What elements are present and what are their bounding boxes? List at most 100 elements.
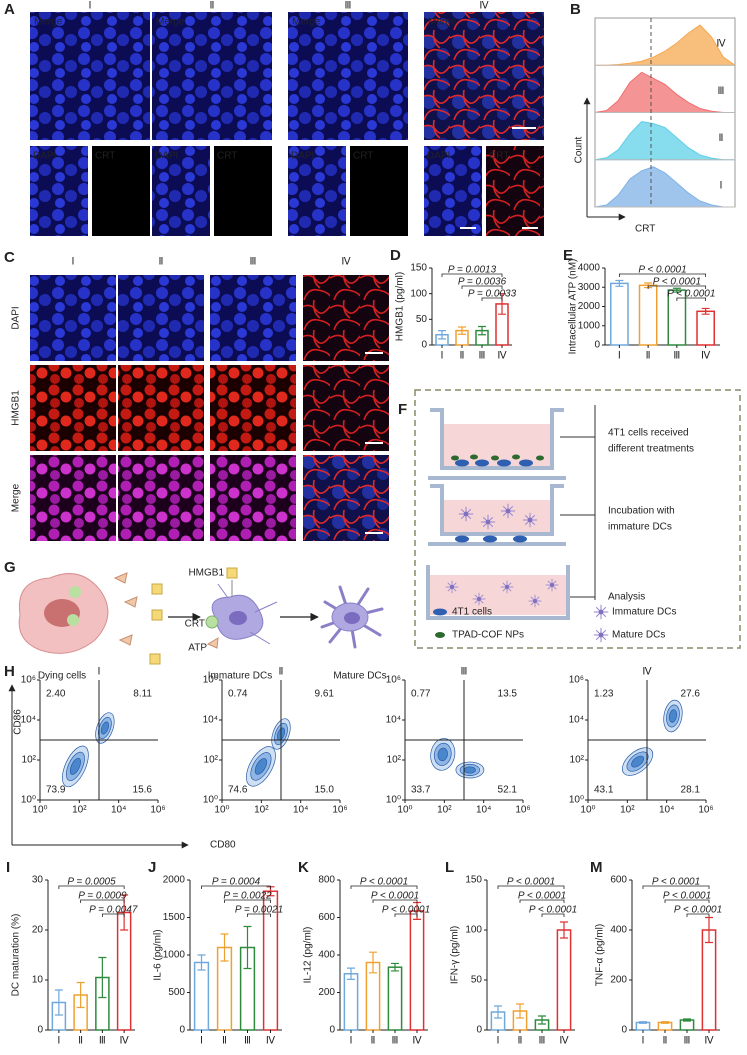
y-tick-label: 0 <box>621 1025 627 1036</box>
micrograph <box>118 455 204 541</box>
x-tick-label: 10⁰ <box>214 805 229 816</box>
y-tick-label: 200 <box>610 975 627 986</box>
row-label: HMGB1 <box>11 390 22 426</box>
error-bar <box>705 916 713 944</box>
significance-bracket <box>642 885 710 889</box>
panel-letter: I <box>6 859 10 876</box>
panel-letter: C <box>4 249 15 266</box>
significance-bracket <box>481 297 503 301</box>
axis-title: HMGB1 (pg/ml) <box>395 272 406 341</box>
significance-bracket <box>497 885 565 889</box>
p-value: P < 0.0001 <box>674 905 722 916</box>
bar <box>193 961 210 1031</box>
p-value: P = 0.0033 <box>468 289 517 300</box>
micrograph <box>303 275 389 361</box>
micrograph <box>210 275 296 361</box>
bar <box>343 973 359 1031</box>
y-tick-label: 10⁰ <box>21 795 36 806</box>
error-bar <box>498 293 506 315</box>
y-tick-label: 10⁰ <box>569 795 584 806</box>
x-tick-label: Ⅰ <box>350 1036 353 1047</box>
x-tick-label: Ⅱ <box>222 1036 227 1047</box>
stage-label: Dying cells <box>38 671 86 682</box>
y-tick-label: 200 <box>318 987 335 998</box>
legend-text: Mature DCs <box>612 630 665 641</box>
significance-bracket <box>519 899 565 903</box>
significance-bracket <box>664 899 710 903</box>
quadrant-value: 0.77 <box>411 689 431 700</box>
bar <box>638 284 658 346</box>
y-tick-label: 0 <box>476 1025 482 1036</box>
significance-bracket <box>461 285 503 289</box>
micrograph <box>92 146 150 236</box>
column-label: Ⅱ <box>279 667 284 678</box>
x-tick-label: Ⅳ <box>266 1036 276 1047</box>
y-tick-label: 800 <box>318 875 335 886</box>
y-tick-label: 2000 <box>578 301 601 312</box>
y-tick-label: 2000 <box>163 875 186 886</box>
error-bar <box>478 325 486 336</box>
micrograph <box>288 146 346 236</box>
error-bar <box>516 1003 524 1019</box>
bar <box>409 910 425 1031</box>
row-label: Merge <box>11 483 22 512</box>
error-bar <box>494 1005 502 1019</box>
x-tick-label: 10⁶ <box>150 805 165 816</box>
panel-letter: K <box>298 859 309 876</box>
y-tick-label: 10⁴ <box>569 715 584 726</box>
p-value: P < 0.0001 <box>653 277 701 288</box>
micrograph <box>30 275 116 361</box>
panel-letter: H <box>4 663 15 680</box>
p-value: P = 0.0004 <box>212 877 261 888</box>
x-tick-label: Ⅳ <box>412 1036 422 1047</box>
y-tick-label: 500 <box>168 987 185 998</box>
step-text: different treatments <box>608 444 694 455</box>
signal-label: HMGB1 <box>188 568 224 579</box>
error-bar <box>76 981 85 1009</box>
significance-bracket <box>80 899 125 903</box>
micrograph <box>303 365 389 451</box>
legend-text: Immature DCs <box>612 607 676 618</box>
micrograph <box>30 12 150 140</box>
micrograph <box>210 455 296 541</box>
y-tick-label: 1500 <box>163 912 186 923</box>
column-label: Ⅰ <box>98 667 101 678</box>
error-bar <box>639 1021 647 1024</box>
quadrant-value: 2.40 <box>46 689 66 700</box>
micrograph <box>30 365 116 451</box>
p-value: P = 0.0047 <box>89 905 138 916</box>
error-bar <box>438 330 446 340</box>
micrograph <box>288 12 408 140</box>
bar <box>387 966 403 1031</box>
panel-letter: D <box>390 247 401 264</box>
series-label: Ⅱ <box>719 133 724 144</box>
micrograph <box>30 146 88 236</box>
quadrant-value: 33.7 <box>411 785 431 796</box>
axis-title: DC maturation (%) <box>11 914 22 997</box>
micrograph <box>118 275 204 361</box>
y-tick-label: 0 <box>37 1025 43 1036</box>
error-bar <box>683 1018 691 1022</box>
micrograph <box>486 146 544 236</box>
x-tick-label: Ⅲ <box>99 1036 106 1047</box>
x-tick-label: 10⁰ <box>397 805 412 816</box>
column-label: Ⅳ <box>341 257 351 268</box>
series-label: Ⅰ <box>720 180 723 191</box>
axis-title: CRT <box>635 224 655 235</box>
x-tick-label: 10⁴ <box>111 805 126 816</box>
micrograph <box>424 12 544 140</box>
x-tick-label: Ⅲ <box>684 1036 691 1047</box>
x-tick-label: Ⅰ <box>441 351 444 362</box>
p-value: P < 0.0001 <box>371 891 419 902</box>
significance-bracket <box>441 273 503 277</box>
p-value: P = 0.0013 <box>448 265 497 276</box>
image-label: Merge <box>156 17 185 28</box>
step-text: immature DCs <box>608 522 672 533</box>
x-tick-label: Ⅰ <box>57 1036 60 1047</box>
quadrant-value: 73.9 <box>46 785 66 796</box>
error-bar <box>347 967 355 980</box>
error-bar <box>243 925 252 970</box>
y-tick-label: 50 <box>471 975 483 986</box>
axis-title: CD80 <box>210 840 236 851</box>
panel-f-drawing <box>414 389 741 649</box>
